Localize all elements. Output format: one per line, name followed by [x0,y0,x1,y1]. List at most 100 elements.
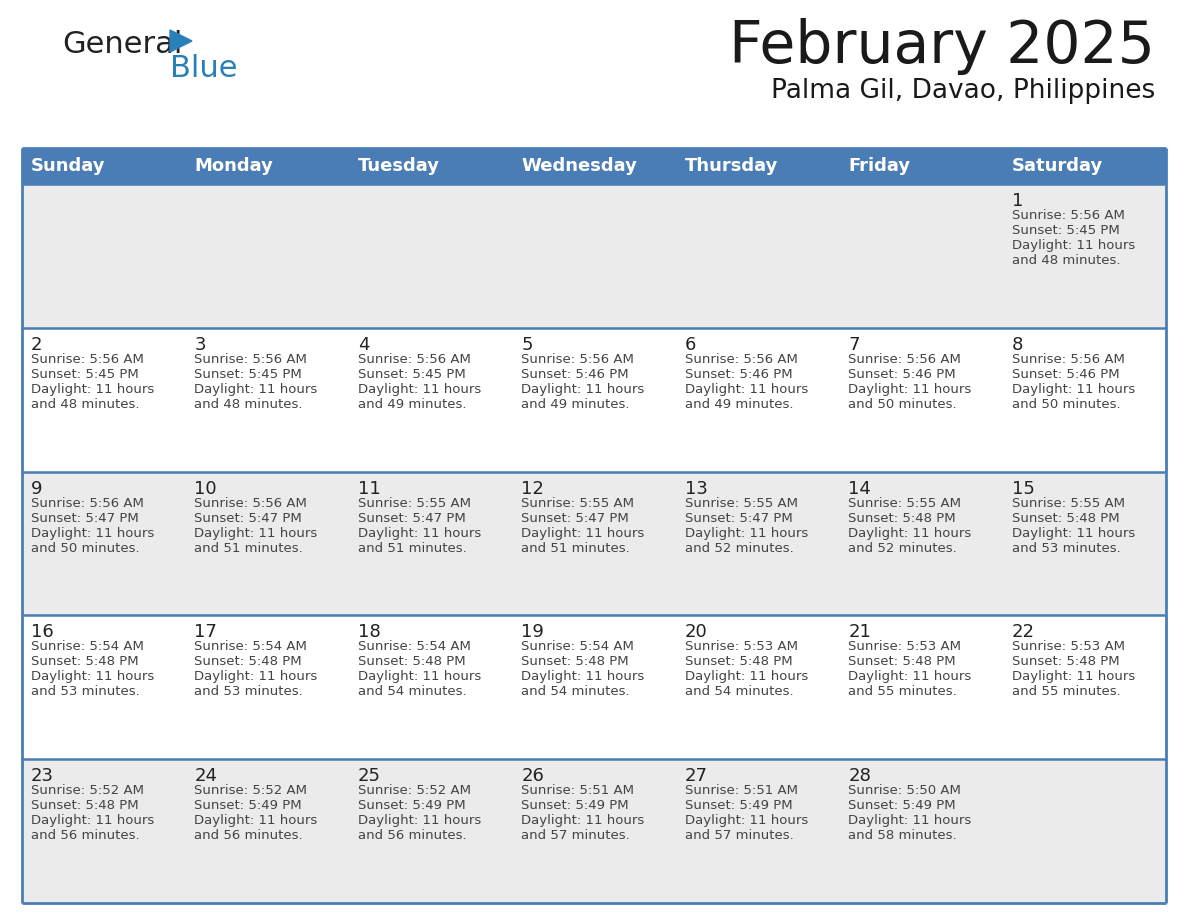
Text: Sunset: 5:46 PM: Sunset: 5:46 PM [1011,368,1119,381]
Text: Sunrise: 5:56 AM: Sunrise: 5:56 AM [31,353,144,365]
Text: and 57 minutes.: and 57 minutes. [522,829,630,842]
Text: Daylight: 11 hours: Daylight: 11 hours [358,670,481,683]
Text: 9: 9 [31,479,43,498]
Text: Sunrise: 5:55 AM: Sunrise: 5:55 AM [358,497,470,509]
Text: Sunrise: 5:54 AM: Sunrise: 5:54 AM [31,641,144,654]
Text: Sunset: 5:48 PM: Sunset: 5:48 PM [31,800,139,812]
Text: 16: 16 [31,623,53,642]
Text: Sunset: 5:46 PM: Sunset: 5:46 PM [684,368,792,381]
Text: 22: 22 [1011,623,1035,642]
FancyBboxPatch shape [23,328,1165,472]
Text: Daylight: 11 hours: Daylight: 11 hours [522,527,645,540]
FancyBboxPatch shape [23,184,1165,328]
Text: 1: 1 [1011,192,1023,210]
Text: Sunset: 5:48 PM: Sunset: 5:48 PM [358,655,466,668]
Text: Sunrise: 5:55 AM: Sunrise: 5:55 AM [684,497,797,509]
Text: Friday: Friday [848,157,910,175]
Text: 2: 2 [31,336,43,353]
Text: 3: 3 [195,336,206,353]
Text: 11: 11 [358,479,380,498]
Text: Sunset: 5:48 PM: Sunset: 5:48 PM [31,655,139,668]
Text: Sunset: 5:46 PM: Sunset: 5:46 PM [522,368,628,381]
Text: 12: 12 [522,479,544,498]
Text: 10: 10 [195,479,217,498]
Text: Sunset: 5:48 PM: Sunset: 5:48 PM [848,655,956,668]
Text: Sunset: 5:48 PM: Sunset: 5:48 PM [1011,511,1119,524]
Text: Saturday: Saturday [1011,157,1102,175]
Text: 15: 15 [1011,479,1035,498]
Text: 19: 19 [522,623,544,642]
Text: and 54 minutes.: and 54 minutes. [684,686,794,699]
Text: Blue: Blue [170,54,238,83]
Text: Daylight: 11 hours: Daylight: 11 hours [522,670,645,683]
Text: Daylight: 11 hours: Daylight: 11 hours [848,670,972,683]
Text: Sunrise: 5:56 AM: Sunrise: 5:56 AM [684,353,797,365]
Text: and 50 minutes.: and 50 minutes. [848,397,956,410]
Text: Sunrise: 5:56 AM: Sunrise: 5:56 AM [195,353,308,365]
Text: Sunset: 5:49 PM: Sunset: 5:49 PM [848,800,956,812]
Text: Sunset: 5:48 PM: Sunset: 5:48 PM [522,655,628,668]
Text: Sunrise: 5:51 AM: Sunrise: 5:51 AM [684,784,797,797]
Text: Daylight: 11 hours: Daylight: 11 hours [358,527,481,540]
FancyBboxPatch shape [839,148,1003,184]
Text: 14: 14 [848,479,871,498]
Text: Sunrise: 5:50 AM: Sunrise: 5:50 AM [848,784,961,797]
Text: Sunset: 5:49 PM: Sunset: 5:49 PM [358,800,466,812]
Text: Sunrise: 5:55 AM: Sunrise: 5:55 AM [522,497,634,509]
Text: Sunrise: 5:56 AM: Sunrise: 5:56 AM [195,497,308,509]
Text: Sunrise: 5:56 AM: Sunrise: 5:56 AM [358,353,470,365]
Text: Sunrise: 5:53 AM: Sunrise: 5:53 AM [848,641,961,654]
Text: 7: 7 [848,336,860,353]
Text: Daylight: 11 hours: Daylight: 11 hours [684,670,808,683]
Text: Monday: Monday [195,157,273,175]
Text: Daylight: 11 hours: Daylight: 11 hours [31,527,154,540]
Text: General: General [62,30,183,59]
Text: Sunset: 5:45 PM: Sunset: 5:45 PM [358,368,466,381]
Text: 28: 28 [848,767,871,785]
Text: Daylight: 11 hours: Daylight: 11 hours [848,383,972,396]
Text: Daylight: 11 hours: Daylight: 11 hours [522,814,645,827]
Text: Daylight: 11 hours: Daylight: 11 hours [684,814,808,827]
FancyBboxPatch shape [23,148,185,184]
Text: Sunset: 5:49 PM: Sunset: 5:49 PM [195,800,302,812]
Text: Daylight: 11 hours: Daylight: 11 hours [358,814,481,827]
Text: Sunset: 5:45 PM: Sunset: 5:45 PM [31,368,139,381]
Text: Daylight: 11 hours: Daylight: 11 hours [195,670,317,683]
Text: Sunrise: 5:56 AM: Sunrise: 5:56 AM [31,497,144,509]
Text: Sunset: 5:47 PM: Sunset: 5:47 PM [522,511,628,524]
Text: Sunrise: 5:54 AM: Sunrise: 5:54 AM [358,641,470,654]
Text: and 48 minutes.: and 48 minutes. [31,397,139,410]
Text: Sunrise: 5:52 AM: Sunrise: 5:52 AM [358,784,470,797]
FancyBboxPatch shape [23,472,1165,615]
Text: Daylight: 11 hours: Daylight: 11 hours [522,383,645,396]
Text: Sunrise: 5:56 AM: Sunrise: 5:56 AM [522,353,634,365]
Text: Daylight: 11 hours: Daylight: 11 hours [31,814,154,827]
Text: 5: 5 [522,336,532,353]
Text: and 50 minutes.: and 50 minutes. [1011,397,1120,410]
Text: Sunrise: 5:56 AM: Sunrise: 5:56 AM [1011,353,1125,365]
Text: and 58 minutes.: and 58 minutes. [848,829,956,842]
Text: Daylight: 11 hours: Daylight: 11 hours [31,383,154,396]
Text: and 51 minutes.: and 51 minutes. [195,542,303,554]
Text: Wednesday: Wednesday [522,157,637,175]
Text: Tuesday: Tuesday [358,157,440,175]
Text: 6: 6 [684,336,696,353]
Text: Daylight: 11 hours: Daylight: 11 hours [1011,670,1135,683]
Text: 26: 26 [522,767,544,785]
Text: Sunset: 5:46 PM: Sunset: 5:46 PM [848,368,956,381]
Text: and 55 minutes.: and 55 minutes. [1011,686,1120,699]
FancyBboxPatch shape [23,759,1165,903]
Text: and 56 minutes.: and 56 minutes. [195,829,303,842]
FancyBboxPatch shape [512,148,676,184]
Text: 4: 4 [358,336,369,353]
Text: Sunrise: 5:54 AM: Sunrise: 5:54 AM [522,641,634,654]
Polygon shape [170,30,192,52]
Text: and 48 minutes.: and 48 minutes. [1011,254,1120,267]
Text: 23: 23 [31,767,53,785]
Text: Sunrise: 5:55 AM: Sunrise: 5:55 AM [848,497,961,509]
Text: Sunrise: 5:53 AM: Sunrise: 5:53 AM [684,641,797,654]
Text: Daylight: 11 hours: Daylight: 11 hours [1011,527,1135,540]
Text: and 52 minutes.: and 52 minutes. [684,542,794,554]
Text: Sunrise: 5:56 AM: Sunrise: 5:56 AM [848,353,961,365]
Text: and 54 minutes.: and 54 minutes. [358,686,467,699]
